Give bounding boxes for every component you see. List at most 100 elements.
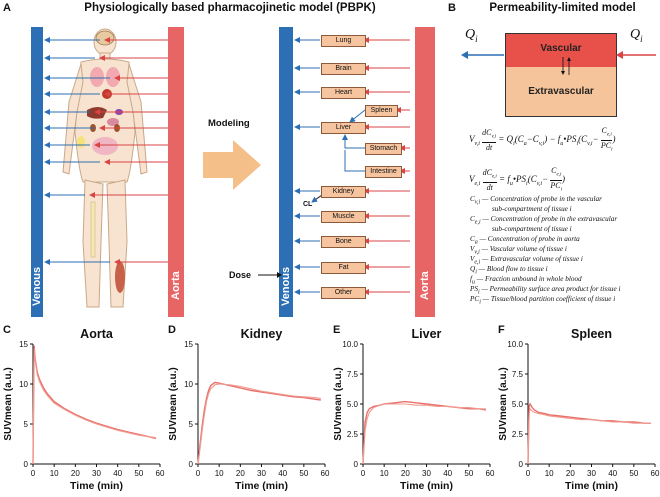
chart-panel-d: D Kidney 0 10 20 30 40 50 60 0 5 10 15 Time (min) SUV… — [165, 322, 330, 492]
x-tick-label: 10 — [50, 469, 59, 478]
legend-row-continuation: sub-compartment of tissue i — [492, 205, 572, 213]
legend-row: PSi — Permeability surface area product … — [470, 285, 621, 296]
x-tick-label: 0 — [31, 469, 36, 478]
y-tick-label: 0 — [354, 460, 359, 469]
y-tick-label: 5 — [24, 420, 29, 429]
chart-panel-c: C Aorta 0 10 20 30 40 50 60 0 5 10 15 Time (min) SUVm… — [0, 322, 165, 492]
organ-box-spleen: Spleen — [365, 105, 398, 117]
organ-box-muscle: Muscle — [321, 211, 366, 223]
x-tick-label: 20 — [236, 469, 245, 478]
equation-extravascular: Ve,i dCe,i dt = fu•PSi(Cv,i− Ce,i PCi) — [469, 166, 566, 193]
organ-intestine-icon — [92, 137, 118, 155]
series-line-measured — [32, 345, 156, 465]
organ-bone-icon — [90, 201, 96, 258]
chart-panel-f: F Spleen 0 10 20 30 40 50 60 0 2.5 5.0 7.5 10.0 Time … — [495, 322, 660, 492]
organ-box-other: Other — [321, 287, 366, 299]
x-tick-label: 60 — [651, 469, 660, 478]
organ-box-brain: Brain — [321, 63, 366, 75]
chart-f-letter: F — [498, 324, 505, 336]
x-tick-label: 10 — [215, 469, 224, 478]
y-tick-label: 15 — [184, 340, 193, 349]
chart-aorta-title: Aorta — [80, 327, 114, 341]
x-tick-label: 40 — [113, 469, 122, 478]
x-tick-label: 0 — [196, 469, 201, 478]
legend-row: fu — Fraction unbound in whole blood — [470, 275, 582, 286]
chart-d-letter: D — [168, 324, 176, 336]
x-axis-label: Time (min) — [235, 480, 288, 492]
organ-box-bone: Bone — [321, 236, 366, 248]
modeling-arrow-icon — [203, 140, 261, 190]
right-flow-arrows — [258, 37, 410, 295]
x-axis-label: Time (min) — [400, 480, 453, 492]
extravascular-box — [505, 67, 617, 117]
y-tick-label: 7.5 — [512, 370, 524, 379]
y-tick-label: 15 — [19, 340, 28, 349]
chart-liver-title: Liver — [412, 327, 442, 341]
y-tick-label: 10 — [19, 380, 28, 389]
legend-row: Vv,i — Vascular volume of tissue i — [470, 245, 567, 256]
venous-bar-right — [279, 27, 293, 317]
legend-row: Ce,i — Concentration of probe in the ext… — [470, 215, 618, 226]
series-line-measured — [527, 402, 651, 465]
human-body-figure — [62, 28, 148, 308]
series-line-fitted — [32, 347, 156, 465]
y-tick-label: 2.5 — [512, 430, 524, 439]
chart-spleen-title: Spleen — [571, 327, 612, 341]
y-axis-label: SUVmean (a.u.) — [498, 367, 509, 440]
x-axis-label: Time (min) — [565, 480, 618, 492]
organ-stomach-icon — [107, 118, 119, 126]
organ-box-fat: Fat — [321, 262, 366, 274]
x-tick-label: 20 — [401, 469, 410, 478]
venous-bar-left — [31, 27, 43, 317]
panel-a-letter: A — [3, 2, 11, 14]
x-tick-label: 30 — [92, 469, 101, 478]
x-tick-label: 40 — [443, 469, 452, 478]
y-tick-label: 2.5 — [347, 430, 359, 439]
legend-row: Cv,i — Concentration of probe in the vas… — [470, 195, 602, 206]
organ-box-kidney: Kidney — [321, 186, 366, 198]
y-tick-label: 5.0 — [347, 400, 359, 409]
x-tick-label: 60 — [156, 469, 165, 478]
series-line-measured — [197, 381, 321, 465]
legend-row: PCi — Tissue/blood partition coefficient… — [470, 295, 616, 306]
organ-box-liver: Liver — [321, 122, 366, 134]
vascular-box — [505, 33, 617, 69]
x-tick-label: 40 — [278, 469, 287, 478]
y-tick-label: 0 — [519, 460, 524, 469]
y-axis-label: SUVmean (a.u.) — [168, 367, 179, 440]
organ-box-heart: Heart — [321, 87, 366, 99]
x-tick-label: 50 — [134, 469, 143, 478]
symbol-legend: Cv,i — Concentration of probe in the vas… — [470, 195, 658, 305]
x-tick-label: 0 — [361, 469, 366, 478]
y-tick-label: 10.0 — [507, 340, 523, 349]
y-tick-label: 5.0 — [512, 400, 524, 409]
vascular-label: Vascular — [540, 43, 582, 54]
organ-lung-icon — [90, 67, 120, 87]
series-line-measured — [362, 400, 486, 465]
x-tick-label: 30 — [422, 469, 431, 478]
panel-b-letter: B — [448, 2, 456, 14]
series-line-fitted — [527, 407, 651, 465]
y-tick-label: 0 — [189, 460, 194, 469]
x-tick-label: 30 — [257, 469, 266, 478]
legend-row-continuation: sub-compartment of tissue i — [492, 225, 572, 233]
legend-row: Ca — Concentration of probe in aorta — [470, 235, 580, 246]
x-tick-label: 20 — [566, 469, 575, 478]
modeling-label: Modeling — [208, 118, 250, 129]
left-flow-arrows — [44, 37, 168, 265]
x-tick-label: 10 — [545, 469, 554, 478]
legend-row: Qi — Blood flow to tissue i — [470, 265, 548, 276]
flow-label-left: Qi — [465, 27, 478, 44]
y-tick-label: 10 — [184, 380, 193, 389]
chart-c-svg: Aorta 0 10 20 30 40 50 60 0 5 10 15 Time (min) SUVmea… — [3, 327, 165, 492]
chart-f-svg: Spleen 0 10 20 30 40 50 60 0 2.5 5.0 7.5 10.0 Time (m… — [498, 327, 660, 492]
panel-b-title: Permeability-limited model — [489, 2, 636, 14]
y-tick-label: 10.0 — [342, 340, 358, 349]
y-tick-label: 7.5 — [347, 370, 359, 379]
chart-c-letter: C — [3, 324, 11, 336]
equation-vascular: Vv,i dCv,i dt = Qi(Ca−Cv,i) − fu•PSi(Cv,i… — [469, 126, 616, 153]
organ-box-lung: Lung — [321, 35, 366, 47]
series-line-fitted — [362, 403, 486, 465]
organ-muscle-icon — [115, 261, 125, 293]
chart-e-svg: Liver 0 10 20 30 40 50 60 0 2.5 5.0 7.5 10.0 Time (mi… — [333, 327, 495, 492]
